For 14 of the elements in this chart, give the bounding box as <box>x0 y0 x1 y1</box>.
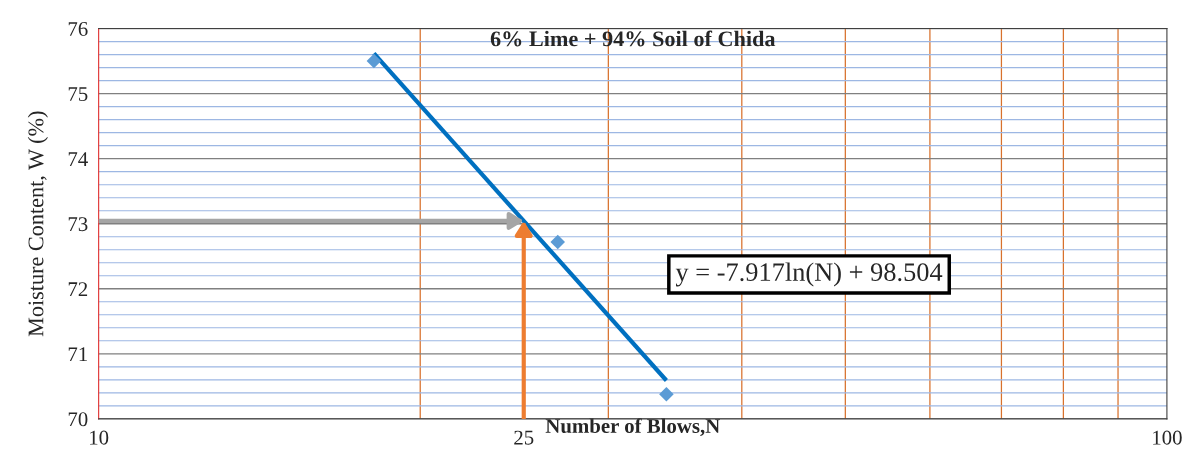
y-tick-label: 73 <box>68 217 88 232</box>
y-tick-label: 72 <box>68 282 88 296</box>
annotation: y = -7.917ln(N) + 98.504 <box>675 262 943 287</box>
y-tick-label: 75 <box>68 87 88 102</box>
chart-title: 6% Lime + 94% Soil of Chida <box>490 30 776 47</box>
x-axis-title: Number of Blows,N <box>545 418 720 437</box>
y-tick-label: 71 <box>68 347 87 362</box>
x-tick-label: 25 <box>514 430 534 445</box>
x-tick-label: 10 <box>90 430 109 445</box>
x-tick-label: 100 <box>1153 430 1182 445</box>
y-tick-label: 76 <box>68 21 88 36</box>
y-axis-title: Moisture Content, W (%) <box>27 111 48 337</box>
y-tick-label: 70 <box>68 412 88 427</box>
y-tick-label: 74 <box>68 152 88 166</box>
